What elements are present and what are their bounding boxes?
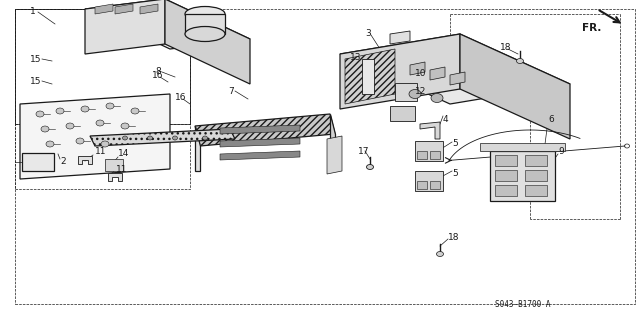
Bar bbox=[525, 155, 547, 166]
Text: 14: 14 bbox=[118, 150, 129, 159]
Ellipse shape bbox=[46, 141, 54, 147]
Text: S043-B1700 A: S043-B1700 A bbox=[495, 300, 550, 309]
Polygon shape bbox=[140, 4, 158, 14]
Ellipse shape bbox=[173, 136, 177, 140]
Polygon shape bbox=[327, 136, 342, 174]
Text: 15: 15 bbox=[30, 77, 42, 85]
Bar bbox=[22, 153, 54, 171]
Text: 4: 4 bbox=[443, 115, 449, 123]
Text: 16: 16 bbox=[175, 93, 186, 101]
Ellipse shape bbox=[202, 136, 207, 140]
Polygon shape bbox=[420, 122, 440, 139]
Polygon shape bbox=[95, 4, 113, 14]
Bar bbox=[430, 181, 440, 189]
Ellipse shape bbox=[41, 126, 49, 132]
Bar bbox=[490, 151, 555, 201]
Bar bbox=[495, 155, 517, 166]
Text: 11: 11 bbox=[95, 147, 106, 157]
Polygon shape bbox=[340, 34, 570, 104]
Text: 17: 17 bbox=[358, 146, 369, 155]
Bar bbox=[390, 106, 415, 121]
Bar bbox=[15, 9, 190, 189]
Text: 1: 1 bbox=[30, 6, 36, 16]
Bar bbox=[15, 9, 190, 124]
Polygon shape bbox=[460, 34, 570, 139]
Polygon shape bbox=[330, 114, 335, 159]
Text: FR.: FR. bbox=[582, 23, 602, 33]
Polygon shape bbox=[480, 143, 565, 151]
Ellipse shape bbox=[36, 111, 44, 117]
Bar bbox=[105, 159, 123, 171]
Text: 9: 9 bbox=[558, 146, 564, 155]
Polygon shape bbox=[220, 125, 300, 134]
Bar bbox=[15, 9, 190, 124]
Ellipse shape bbox=[76, 138, 84, 144]
Polygon shape bbox=[340, 34, 460, 109]
Polygon shape bbox=[345, 49, 395, 104]
Text: 11: 11 bbox=[116, 165, 127, 174]
Bar bbox=[417, 181, 427, 189]
Polygon shape bbox=[90, 129, 235, 146]
Ellipse shape bbox=[131, 108, 139, 114]
Text: 15: 15 bbox=[30, 55, 42, 63]
Ellipse shape bbox=[409, 90, 421, 99]
Text: 7: 7 bbox=[228, 86, 234, 95]
Text: 2: 2 bbox=[60, 158, 66, 167]
Polygon shape bbox=[165, 0, 250, 84]
Bar bbox=[525, 170, 547, 181]
Polygon shape bbox=[20, 94, 170, 179]
Polygon shape bbox=[220, 138, 300, 147]
Bar bbox=[417, 151, 427, 159]
Ellipse shape bbox=[96, 120, 104, 126]
Ellipse shape bbox=[66, 123, 74, 129]
Bar bbox=[495, 185, 517, 196]
Bar bbox=[395, 83, 417, 101]
Text: 3: 3 bbox=[365, 29, 371, 39]
Bar bbox=[415, 171, 443, 191]
Polygon shape bbox=[390, 31, 410, 44]
Ellipse shape bbox=[185, 6, 225, 21]
Text: 13: 13 bbox=[350, 53, 362, 62]
Bar bbox=[525, 185, 547, 196]
Polygon shape bbox=[430, 67, 445, 80]
Bar bbox=[415, 141, 443, 161]
Ellipse shape bbox=[367, 165, 374, 169]
Polygon shape bbox=[115, 4, 133, 14]
Polygon shape bbox=[195, 114, 335, 146]
Polygon shape bbox=[108, 173, 122, 181]
Bar bbox=[430, 151, 440, 159]
Polygon shape bbox=[410, 62, 425, 75]
Ellipse shape bbox=[56, 108, 64, 114]
Polygon shape bbox=[450, 72, 465, 85]
Text: 5: 5 bbox=[452, 139, 458, 149]
Text: 6: 6 bbox=[548, 115, 554, 123]
Bar bbox=[495, 170, 517, 181]
Polygon shape bbox=[85, 0, 250, 49]
Polygon shape bbox=[185, 14, 225, 34]
Text: 10: 10 bbox=[415, 70, 426, 78]
Text: 8: 8 bbox=[155, 66, 161, 76]
Ellipse shape bbox=[106, 103, 114, 109]
Polygon shape bbox=[78, 156, 92, 164]
Polygon shape bbox=[85, 0, 165, 54]
Polygon shape bbox=[195, 126, 200, 171]
Ellipse shape bbox=[122, 136, 127, 140]
Text: 12: 12 bbox=[415, 86, 426, 95]
Ellipse shape bbox=[121, 123, 129, 129]
Ellipse shape bbox=[101, 141, 109, 147]
Text: 18: 18 bbox=[448, 233, 460, 241]
Text: 18: 18 bbox=[500, 42, 511, 51]
Ellipse shape bbox=[431, 93, 443, 102]
Text: 5: 5 bbox=[452, 169, 458, 179]
Ellipse shape bbox=[516, 58, 524, 63]
Ellipse shape bbox=[436, 251, 444, 256]
Polygon shape bbox=[220, 151, 300, 160]
Ellipse shape bbox=[81, 106, 89, 112]
Bar bbox=[362, 59, 374, 94]
Ellipse shape bbox=[147, 136, 152, 140]
Ellipse shape bbox=[185, 26, 225, 41]
Text: 16: 16 bbox=[152, 71, 163, 80]
